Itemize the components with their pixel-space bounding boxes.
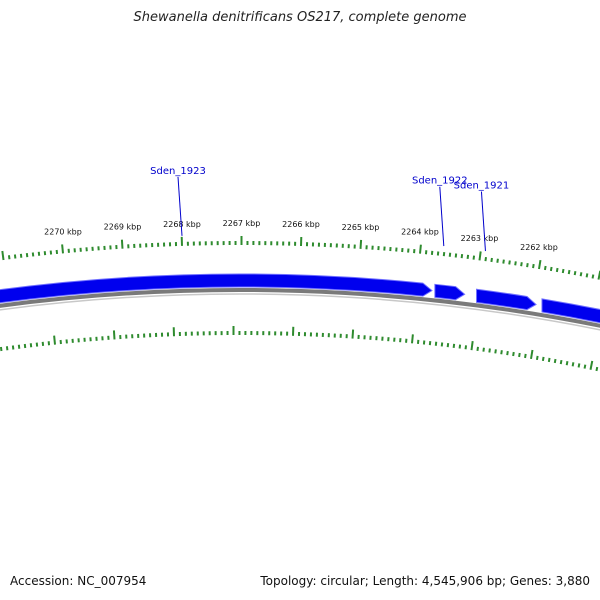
minor-tick [496,258,499,263]
inner-minor-tick [595,366,599,372]
gene-arrow[interactable] [434,283,466,301]
outer-tick-layer: 2270 kbp 2269 kbp 2268 kbp 2267 kbp 2266 kbp… [1,219,600,280]
inner-minor-tick [565,361,569,366]
inner-minor-tick [583,364,587,369]
tick-label: 2265 kbp [342,223,380,232]
minor-tick [543,265,547,271]
map-title: Shewanella denitrificans OS217, complete… [133,10,467,25]
tick-label: 2269 kbp [104,223,142,232]
inner-minor-tick [547,357,551,363]
inner-minor-tick [535,355,539,361]
major-tick [61,244,64,254]
minor-tick [7,255,11,260]
genome-backbone [0,288,600,328]
minor-tick [508,260,511,265]
minor-tick [567,269,571,275]
inner-minor-tick [0,346,3,352]
inner-minor-tick [464,345,468,350]
inner-major-tick [530,349,534,360]
minor-tick [502,259,505,264]
minor-tick [585,273,589,278]
gene-leader-line [480,191,486,252]
major-tick [1,250,5,261]
backbone-layer [0,288,600,331]
gene-leader-line [439,186,445,247]
inner-major-tick [589,360,594,370]
major-tick [120,239,124,249]
minor-tick [579,272,583,277]
inner-minor-tick [494,349,497,354]
gene-label[interactable]: Sden_1922 [412,176,468,187]
inner-minor-tick [506,351,509,356]
gene-label[interactable]: Sden_1923 [150,166,206,177]
inner-minor-tick [518,352,521,358]
gene-arrow[interactable] [0,273,433,304]
major-tick [478,251,482,261]
tick-label: 2267 kbp [223,219,261,228]
minor-tick [549,266,553,272]
accession-text: Accession: NC_007954 [10,574,147,588]
major-tick [538,259,542,270]
tick-label: 2264 kbp [401,228,439,237]
inner-major-tick [53,335,56,345]
minor-tick [555,267,559,273]
inner-tick-layer [0,326,599,372]
major-tick [419,244,422,254]
minor-tick [591,274,595,279]
inner-minor-tick [500,350,503,355]
tick-label: 2262 kbp [520,243,558,252]
inner-major-tick [411,334,414,344]
gene-layer [0,273,600,324]
minor-tick [526,263,529,268]
inner-minor-tick [524,353,527,359]
inner-major-tick [112,330,116,340]
minor-tick [520,262,523,267]
gene-leader-line [177,176,183,236]
inner-minor-tick [476,346,479,351]
minor-tick [561,268,565,274]
inner-minor-tick [577,363,581,368]
minor-tick [514,261,517,266]
tick-label: 2266 kbp [282,220,320,229]
genome-backbone-shadow [0,293,600,331]
minor-tick [573,270,577,276]
inner-minor-tick [553,358,557,364]
inner-minor-tick [512,351,515,357]
inner-minor-tick [571,362,575,367]
inner-minor-tick [482,347,485,352]
gene-arrow[interactable] [476,288,537,311]
genome-summary-text: Topology: circular; Length: 4,545,906 bp… [260,574,590,588]
inner-minor-tick [559,359,563,365]
major-tick [359,239,363,249]
gene-label[interactable]: Sden_1921 [454,181,510,192]
minor-tick [472,255,476,260]
tick-label: 2263 kbp [461,234,499,243]
gene-arrow[interactable] [541,298,600,324]
inner-minor-tick [488,348,491,353]
tick-label: 2268 kbp [163,220,201,229]
inner-major-tick [470,341,474,351]
tick-label: 2270 kbp [44,227,82,236]
minor-tick [490,257,493,263]
minor-tick [532,263,535,269]
inner-major-tick [351,329,355,339]
inner-minor-tick [541,356,545,362]
minor-tick [484,257,487,262]
